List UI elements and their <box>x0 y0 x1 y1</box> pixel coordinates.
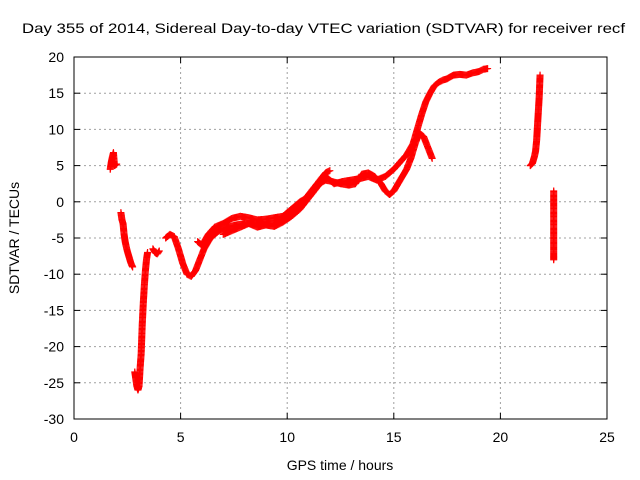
data-markers <box>106 65 558 394</box>
y-tick-label: -5 <box>52 230 65 246</box>
y-tick-label: -10 <box>44 266 64 282</box>
x-tick-label: 20 <box>493 429 509 445</box>
y-tick-label: -30 <box>44 411 64 427</box>
data-point-marker <box>536 71 544 79</box>
data-point-marker <box>550 256 558 264</box>
x-tick-label: 5 <box>177 429 185 445</box>
y-tick-label: 10 <box>48 121 64 137</box>
x-tick-label: 15 <box>386 429 402 445</box>
chart-title: Day 355 of 2014, Sidereal Day-to-day VTE… <box>22 20 625 36</box>
y-tick-label: 15 <box>48 85 64 101</box>
series-deep-dip <box>131 248 152 394</box>
x-tick-label: 25 <box>599 429 615 445</box>
data-point-marker <box>326 167 334 175</box>
data-point-marker <box>428 154 436 162</box>
grid-lines <box>74 57 607 419</box>
data-point-marker <box>155 247 163 255</box>
x-tick-label: 0 <box>70 429 78 445</box>
data-point-marker <box>113 160 121 168</box>
x-tick-labels: 0 5 10 15 20 25 <box>70 429 615 445</box>
y-tick-label: 20 <box>48 49 64 65</box>
y-axis-label: SDTVAR / TECUs <box>6 182 22 294</box>
data-point-marker <box>129 263 137 271</box>
y-tick-label: -20 <box>44 339 64 355</box>
y-tick-label: -15 <box>44 302 64 318</box>
series-late-rise <box>526 71 544 170</box>
axis-ticks <box>73 56 608 420</box>
series-early-cluster <box>106 149 121 173</box>
series-right-scatter <box>550 187 558 264</box>
series-drop-segment <box>117 209 137 271</box>
data-point-marker <box>155 248 163 256</box>
y-tick-label: 0 <box>56 194 64 210</box>
y-tick-labels: -30 -25 -20 -15 -10 -5 0 5 10 15 20 <box>44 49 64 427</box>
series-main-c <box>219 65 492 238</box>
data-point-marker <box>144 248 152 256</box>
series-small-cluster <box>149 245 163 258</box>
x-axis-label: GPS time / hours <box>287 457 394 473</box>
x-tick-label: 10 <box>279 429 295 445</box>
data-point-marker <box>484 65 492 73</box>
y-tick-label: -25 <box>44 375 64 391</box>
y-tick-label: 5 <box>56 158 64 174</box>
